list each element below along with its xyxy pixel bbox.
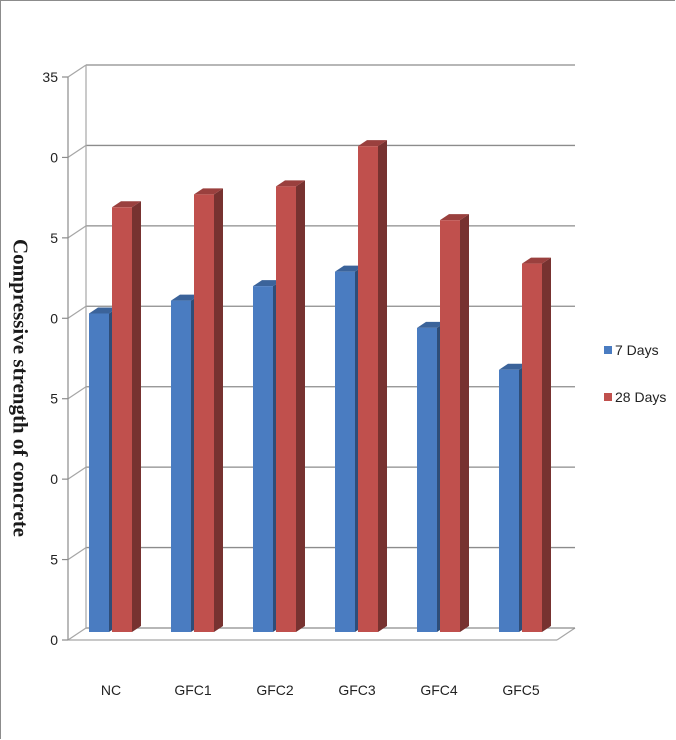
bar-side	[214, 188, 223, 632]
x-tick-label: GFC3	[338, 682, 376, 698]
x-tick-label: GFC5	[502, 682, 540, 698]
x-tick-label: GFC2	[256, 682, 294, 698]
y-tick-label: 0	[50, 149, 58, 165]
bar-top	[499, 363, 528, 370]
bar-top	[417, 321, 446, 328]
bar-top	[440, 214, 469, 221]
gridline-diagonal	[67, 386, 87, 400]
bar-side	[460, 214, 469, 633]
bar	[276, 186, 296, 632]
y-tick-label: 0	[50, 310, 58, 326]
bar-top	[358, 140, 387, 147]
bar-top	[89, 307, 118, 314]
bar	[417, 327, 437, 632]
bar-side	[542, 257, 551, 632]
gridline-diagonal	[67, 547, 87, 561]
bar	[440, 220, 460, 633]
bar-top	[335, 265, 364, 272]
bar	[171, 300, 191, 632]
bar-top	[522, 257, 551, 264]
x-tick-label: GFC1	[174, 682, 212, 698]
bar-top	[194, 188, 223, 195]
gridline-diagonal	[67, 466, 87, 480]
legend: 7 Days 28 Days	[604, 339, 666, 433]
bar-top	[253, 280, 282, 287]
bar-top	[112, 201, 141, 208]
gridline-diagonal	[67, 144, 87, 158]
bar	[112, 207, 132, 632]
bar-top	[276, 180, 305, 187]
y-tick-label: 0	[50, 471, 58, 487]
x-tick-label: NC	[101, 682, 121, 698]
bar	[358, 146, 378, 632]
y-tick-label: 0	[50, 632, 58, 648]
y-tick-label: 5	[50, 230, 58, 246]
gridline-diagonal	[67, 627, 87, 641]
x-tick-label: GFC4	[420, 682, 458, 698]
legend-label: 28 Days	[615, 389, 667, 405]
bar	[335, 271, 355, 632]
y-tick-label: 5	[50, 391, 58, 407]
bar	[194, 194, 214, 632]
bar-side	[296, 180, 305, 632]
bar	[253, 286, 273, 632]
gridline-diagonal	[67, 64, 87, 78]
bar-side	[132, 201, 141, 632]
y-tick-label: 35	[42, 69, 58, 85]
bar-side	[378, 140, 387, 632]
gridline-diagonal	[67, 305, 87, 319]
bar-top	[171, 294, 200, 301]
bar	[522, 263, 542, 632]
legend-entry: 7 Days	[604, 339, 666, 361]
legend-entry: 28 Days	[604, 386, 666, 408]
legend-swatch	[604, 393, 612, 401]
bar	[499, 369, 519, 632]
legend-label: 7 Days	[615, 342, 659, 358]
bar	[89, 313, 109, 632]
gridline-diagonal	[67, 225, 87, 239]
floor-side-edge	[556, 627, 576, 641]
y-tick-label: 5	[50, 552, 58, 568]
legend-swatch	[604, 346, 612, 354]
y-axis-title: Compressive strength of concrete	[8, 238, 33, 538]
